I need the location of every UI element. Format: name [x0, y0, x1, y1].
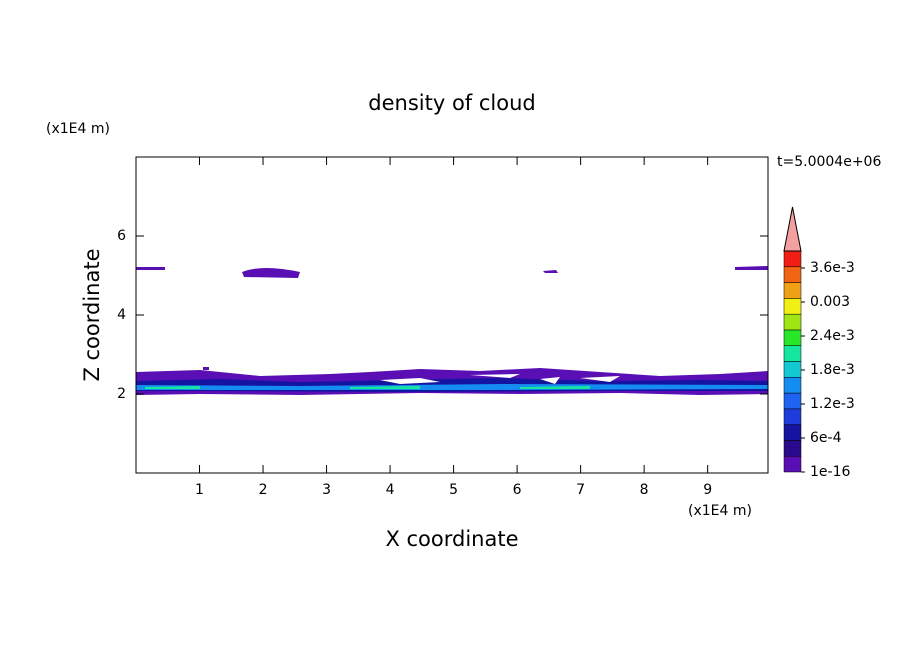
colorbar-box: [783, 298, 802, 315]
y-tick-label: 6: [117, 228, 126, 244]
x-axis-label: X coordinate: [385, 527, 518, 551]
cloud-region: [136, 384, 768, 390]
colorbar-box: [783, 377, 802, 394]
colorbar-label: 0.003: [810, 294, 850, 310]
colorbar-box: [783, 455, 802, 473]
chart-title: density of cloud: [368, 91, 535, 115]
y-unit: (x1E4 m): [46, 121, 110, 137]
colorbar-extend: [783, 206, 802, 252]
colorbar-box: [783, 250, 802, 268]
cloud-region: [145, 386, 590, 389]
cloud-region: [380, 374, 620, 384]
colorbar-box: [783, 361, 802, 378]
colorbar-label: 1.8e-3: [810, 362, 855, 378]
cloud-region: [136, 266, 768, 370]
colorbar-box: [783, 424, 802, 441]
colorbar-label: 1.2e-3: [810, 396, 855, 412]
time-label: t=5.0004e+06: [777, 154, 881, 170]
x-unit: (x1E4 m): [688, 503, 752, 519]
y-axis-label: Z coordinate: [80, 248, 104, 381]
colorbar-box: [783, 266, 802, 283]
cloud-field: [136, 266, 768, 395]
x-tick-label: 4: [386, 482, 395, 498]
x-tick-label: 5: [449, 482, 458, 498]
colorbar-box: [783, 440, 802, 457]
plot-frame: [135, 156, 769, 474]
x-tick-label: 3: [322, 482, 331, 498]
colorbar-box: [783, 392, 802, 410]
y-tick-label: 4: [117, 307, 126, 323]
colorbar-label: 2.4e-3: [810, 328, 855, 344]
colorbar-label: 3.6e-3: [810, 260, 855, 276]
y-tick-label: 2: [117, 386, 126, 402]
colorbar-box: [783, 329, 802, 346]
colorbar-box: [783, 345, 802, 362]
colorbar-box: [783, 408, 802, 425]
colorbar-box: [783, 282, 802, 299]
x-tick-label: 1: [195, 482, 204, 498]
colorbar-box: [783, 313, 802, 331]
x-tick-label: 7: [576, 482, 585, 498]
colorbar-label: 1e-16: [810, 464, 850, 480]
colorbar-label: 6e-4: [810, 430, 842, 446]
x-tick-label: 2: [259, 482, 268, 498]
x-tick-label: 9: [703, 482, 712, 498]
x-tick-label: 8: [640, 482, 649, 498]
x-tick-label: 6: [513, 482, 522, 498]
